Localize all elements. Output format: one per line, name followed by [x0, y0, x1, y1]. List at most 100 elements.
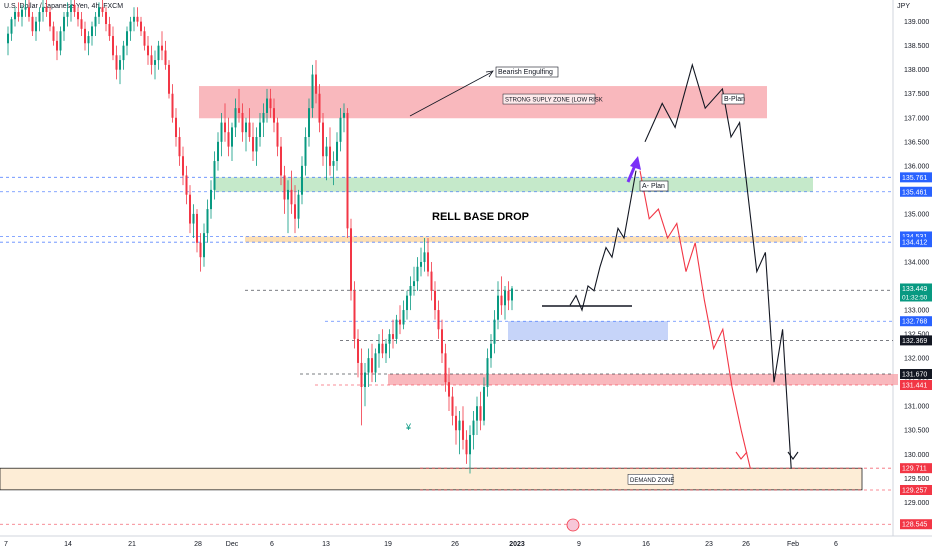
demand-zone-label: DEMAND ZONE — [630, 478, 674, 484]
candle-body — [280, 146, 282, 176]
candle-body — [381, 343, 384, 354]
candle-body — [252, 137, 254, 152]
x-tick-label: Dec — [226, 541, 239, 548]
candle-body — [409, 286, 412, 296]
candle-body — [45, 7, 48, 13]
rell-base-drop-label: RELL BASE DROP — [432, 211, 529, 223]
candle-body — [227, 132, 230, 147]
supply-zone-label-box — [502, 93, 596, 105]
candle-body — [199, 242, 202, 258]
candle-body — [255, 137, 258, 152]
candle-body — [91, 26, 93, 37]
candle-body — [504, 290, 506, 306]
a-plan-label: A- Plan — [642, 183, 665, 190]
candle-body — [444, 353, 447, 383]
candle-body — [283, 175, 286, 200]
candle-body — [469, 435, 471, 455]
candle-body — [290, 189, 293, 205]
demand-zone-label-box — [627, 474, 674, 485]
candle-body — [98, 7, 100, 17]
candle-body — [437, 310, 440, 330]
candle-body — [395, 319, 398, 339]
candle-body — [339, 117, 342, 142]
candle-body — [476, 406, 478, 421]
x-tick-label: 7 — [4, 541, 8, 548]
candle-body — [196, 213, 198, 243]
candle-body — [112, 36, 114, 56]
candle-body — [210, 189, 212, 210]
candle-body — [31, 16, 34, 32]
candle-body — [308, 108, 310, 138]
candle-body — [406, 295, 408, 311]
candle-body — [273, 108, 275, 123]
x-tick-label: Feb — [787, 541, 799, 548]
candle-body — [486, 358, 489, 387]
y-tick-label: 135.000 — [904, 211, 929, 218]
candle-body — [402, 310, 405, 325]
candle-body — [378, 343, 380, 354]
candle-body — [192, 213, 195, 224]
current-price-badge — [900, 283, 932, 302]
x-tick-label: 6 — [834, 541, 838, 548]
candle-body — [297, 194, 300, 219]
candle-body — [63, 16, 65, 32]
candle-body — [385, 343, 387, 354]
supply-zone-label: STRONG SUPLY ZONE (LOW RISK — [505, 98, 603, 104]
y-tick-label: 130.500 — [904, 428, 929, 435]
candle-body — [133, 16, 135, 22]
candle-body — [423, 252, 426, 262]
candle-body — [234, 108, 237, 128]
x-tick-label: 14 — [64, 541, 72, 548]
b-plan-path — [644, 62, 792, 469]
candle-body — [164, 50, 167, 65]
y-tick-label: 130.000 — [904, 452, 929, 459]
candle-body — [301, 165, 303, 195]
candle-body — [259, 122, 261, 138]
candle-body — [122, 45, 125, 61]
y-tick-label: 131.000 — [904, 404, 929, 411]
candle-body — [416, 266, 419, 282]
candle-body — [220, 122, 223, 142]
candle-body — [451, 396, 454, 416]
candle-body — [77, 12, 79, 20]
pink-zone — [388, 373, 898, 386]
candle-body — [14, 12, 16, 20]
candle-body — [119, 60, 121, 70]
x-tick-label: 26 — [742, 541, 750, 548]
bearish-engulfing-arrowhead — [485, 70, 494, 78]
candle-body — [364, 372, 366, 387]
candle-body — [35, 21, 37, 32]
rell-base-drop-bg — [430, 209, 516, 224]
y-tick-label: 133.000 — [904, 308, 929, 315]
x-tick-label: 2023 — [509, 541, 525, 548]
price-level-badge-label: 129.257 — [902, 487, 927, 494]
y-tick-label: 137.500 — [904, 91, 929, 98]
y-tick-label: 129.000 — [904, 500, 929, 507]
candle-body — [343, 112, 345, 118]
candle-body — [462, 420, 464, 440]
price-level-badge-label: 135.761 — [902, 175, 927, 182]
price-level-badge-label: 131.441 — [902, 383, 927, 390]
yen-marker-icon: ¥ — [405, 422, 412, 432]
candle-body — [497, 295, 499, 320]
candle-body — [346, 112, 349, 229]
candle-body — [455, 415, 457, 431]
candle-body — [66, 12, 69, 17]
candle-body — [84, 28, 86, 44]
x-tick-label: 19 — [384, 541, 392, 548]
candle-body — [217, 141, 219, 162]
a-plan-down — [639, 170, 751, 469]
a-plan-path — [569, 170, 637, 312]
price-level-badge-label: 135.461 — [902, 189, 927, 196]
orange-line-zone — [245, 236, 803, 243]
candle-body — [231, 127, 233, 147]
candle-body — [332, 161, 335, 166]
candle-body — [441, 329, 443, 354]
candle-body — [371, 358, 373, 373]
bearish-engulfing-label: Bearish Engulfing — [498, 69, 553, 76]
price-level-badge — [900, 484, 932, 495]
candle-body — [87, 36, 90, 44]
candle-body — [157, 45, 160, 61]
candle-body — [427, 252, 429, 272]
